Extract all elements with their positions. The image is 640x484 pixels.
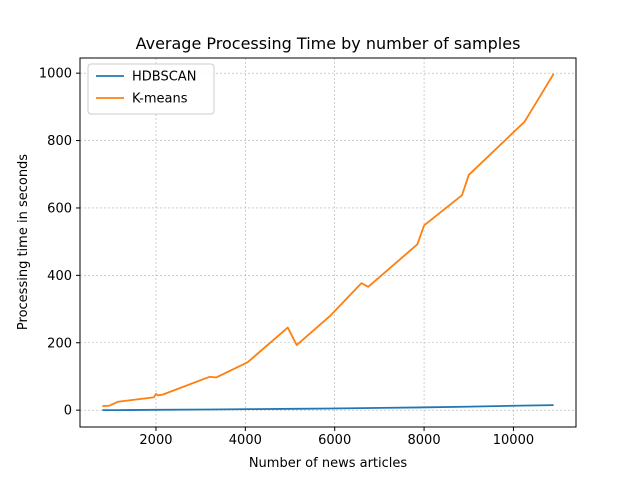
series-line-k-means [102,73,555,408]
y-tick-label: 200 [47,336,72,351]
x-tick-label: 2000 [139,433,172,448]
legend: HDBSCAN K-means [87,63,215,115]
series-line-hdbscan [102,404,554,412]
x-tick-label: 10000 [493,433,534,448]
legend-label-k-means: K-means [132,92,188,107]
y-tick-label: 600 [47,201,72,216]
ticks: 2000 4000 6000 8000 10000 0 200 400 600 800 1000 [39,67,534,448]
x-tick-label: 6000 [318,433,351,448]
y-tick-label: 0 [64,404,72,419]
x-tick-label: 4000 [229,433,262,448]
legend-label-hdbscan: HDBSCAN [132,70,196,85]
grid [80,58,576,427]
series-layer [102,73,555,412]
y-tick-label: 1000 [39,67,72,82]
plot-frame [79,57,577,428]
x-axis-label: Number of news articles [249,456,408,471]
x-tick-label: 8000 [408,433,441,448]
y-axis-label: Processing time in seconds [16,154,31,330]
y-tick-label: 400 [47,269,72,284]
y-tick-label: 800 [47,134,72,149]
chart-title: Average Processing Time by number of sam… [136,34,521,53]
